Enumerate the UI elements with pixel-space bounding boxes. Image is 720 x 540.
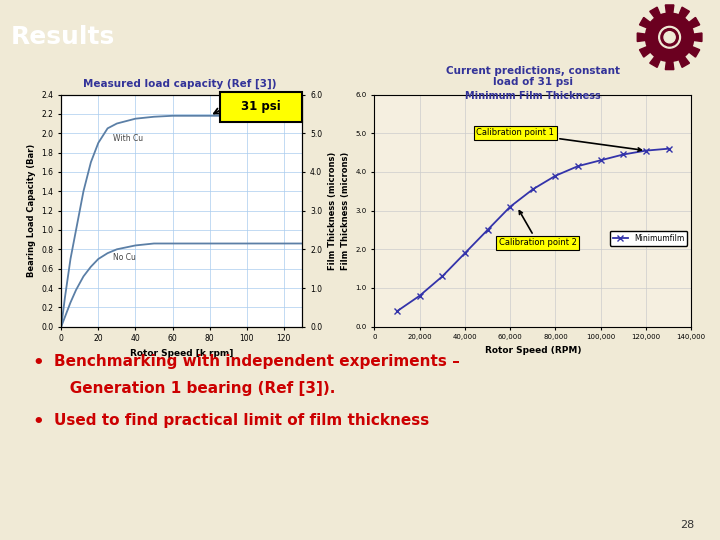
X-axis label: Rotor Speed [k rpm]: Rotor Speed [k rpm] bbox=[130, 349, 233, 358]
Text: Measured load capacity (Ref [3]): Measured load capacity (Ref [3]) bbox=[84, 78, 276, 89]
Circle shape bbox=[659, 26, 680, 48]
Polygon shape bbox=[649, 57, 660, 68]
Text: Calibration point 1: Calibration point 1 bbox=[476, 128, 642, 151]
Circle shape bbox=[645, 13, 694, 62]
Polygon shape bbox=[665, 61, 674, 70]
Circle shape bbox=[661, 29, 678, 46]
Polygon shape bbox=[639, 17, 650, 28]
Polygon shape bbox=[693, 33, 702, 42]
FancyBboxPatch shape bbox=[220, 92, 302, 122]
Text: No Cu: No Cu bbox=[113, 253, 136, 262]
Text: Minimum Film Thickness: Minimum Film Thickness bbox=[465, 91, 600, 101]
Text: Current predictions, constant
load of 31 psi: Current predictions, constant load of 31… bbox=[446, 66, 620, 87]
Legend: Minimumfilm: Minimumfilm bbox=[610, 231, 688, 246]
Text: Results: Results bbox=[11, 25, 115, 49]
Polygon shape bbox=[679, 57, 690, 68]
Y-axis label: Bearing Load Capacity (Bar): Bearing Load Capacity (Bar) bbox=[27, 144, 36, 277]
Y-axis label: Film Thickness (microns): Film Thickness (microns) bbox=[328, 152, 337, 269]
Y-axis label: Film Thickness (microns): Film Thickness (microns) bbox=[341, 152, 350, 269]
Text: 28: 28 bbox=[680, 520, 695, 530]
Polygon shape bbox=[665, 5, 674, 14]
Text: Calibration point 2: Calibration point 2 bbox=[499, 211, 577, 247]
Text: Benchmarking with independent experiments –: Benchmarking with independent experiment… bbox=[54, 354, 460, 369]
X-axis label: Rotor Speed (RPM): Rotor Speed (RPM) bbox=[485, 346, 581, 355]
Text: With Cu: With Cu bbox=[113, 134, 143, 143]
Polygon shape bbox=[637, 33, 646, 42]
Polygon shape bbox=[679, 7, 690, 18]
Circle shape bbox=[664, 32, 675, 43]
Polygon shape bbox=[689, 46, 700, 57]
Polygon shape bbox=[689, 17, 700, 28]
Text: 31 psi: 31 psi bbox=[241, 100, 281, 113]
Text: Used to find practical limit of film thickness: Used to find practical limit of film thi… bbox=[54, 413, 429, 428]
Polygon shape bbox=[639, 46, 650, 57]
Text: Generation 1 bearing (Ref [3]).: Generation 1 bearing (Ref [3]). bbox=[54, 381, 336, 396]
Text: •: • bbox=[32, 354, 44, 372]
Text: •: • bbox=[32, 413, 44, 431]
Polygon shape bbox=[649, 7, 660, 18]
